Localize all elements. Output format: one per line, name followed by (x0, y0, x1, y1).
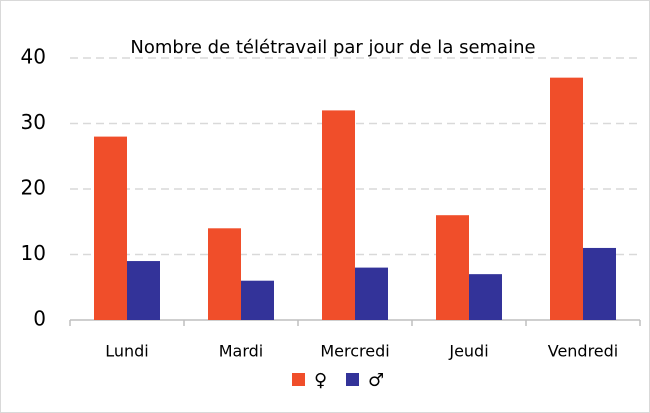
bar (322, 110, 355, 321)
x-tick-label: Vendredi (548, 342, 619, 361)
legend-label: ♂ (368, 370, 384, 391)
bar (127, 261, 160, 320)
y-tick-label: 10 (21, 241, 46, 265)
x-tick-label: Mardi (219, 342, 264, 361)
bar (94, 136, 127, 320)
legend-label: ♀ (314, 370, 327, 391)
x-tick-label: Mercredi (320, 342, 389, 361)
bar (241, 280, 274, 320)
bar (469, 274, 502, 320)
bar (355, 267, 388, 320)
x-tick-label: Jeudi (448, 342, 488, 361)
y-tick-label: 40 (21, 45, 46, 69)
bar (583, 247, 616, 320)
legend-swatch (346, 373, 359, 386)
bar (436, 215, 469, 320)
y-tick-label: 30 (21, 110, 46, 134)
chart-title: Nombre de télétravail par jour de la sem… (130, 37, 535, 58)
legend-swatch (292, 373, 305, 386)
x-tick-label: Lundi (105, 342, 149, 361)
bar (208, 228, 241, 320)
bar (550, 77, 583, 321)
y-tick-label: 0 (33, 307, 46, 331)
y-tick-label: 20 (21, 176, 46, 200)
